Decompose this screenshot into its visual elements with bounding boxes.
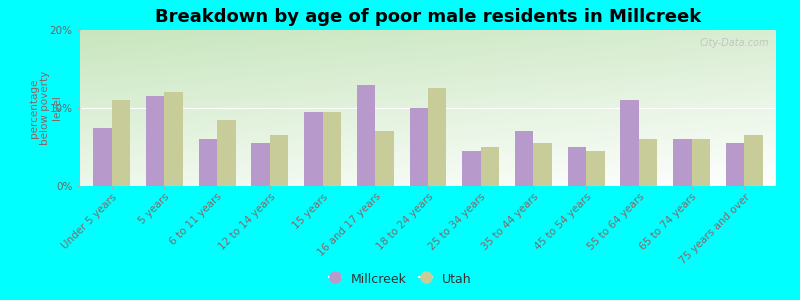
Bar: [462, 151, 481, 186]
Bar: [586, 151, 605, 186]
Bar: [375, 131, 394, 186]
Bar: [357, 85, 375, 186]
Bar: [692, 139, 710, 186]
Bar: [726, 143, 744, 186]
Bar: [515, 131, 534, 186]
Bar: [481, 147, 499, 186]
Legend: Millcreek, Utah: Millcreek, Utah: [323, 267, 477, 291]
Y-axis label: percentage
below poverty
level: percentage below poverty level: [29, 71, 62, 145]
Bar: [568, 147, 586, 186]
Bar: [673, 139, 692, 186]
Bar: [146, 96, 164, 186]
Bar: [304, 112, 322, 186]
Bar: [410, 108, 428, 186]
Bar: [217, 120, 235, 186]
Bar: [93, 128, 112, 186]
Bar: [534, 143, 552, 186]
Bar: [251, 143, 270, 186]
Bar: [164, 92, 183, 186]
Text: City-Data.com: City-Data.com: [699, 38, 769, 48]
Bar: [112, 100, 130, 186]
Bar: [322, 112, 341, 186]
Bar: [621, 100, 639, 186]
Bar: [428, 88, 446, 186]
Title: Breakdown by age of poor male residents in Millcreek: Breakdown by age of poor male residents …: [155, 8, 701, 26]
Bar: [639, 139, 658, 186]
Bar: [198, 139, 217, 186]
Bar: [744, 135, 763, 186]
Bar: [270, 135, 288, 186]
